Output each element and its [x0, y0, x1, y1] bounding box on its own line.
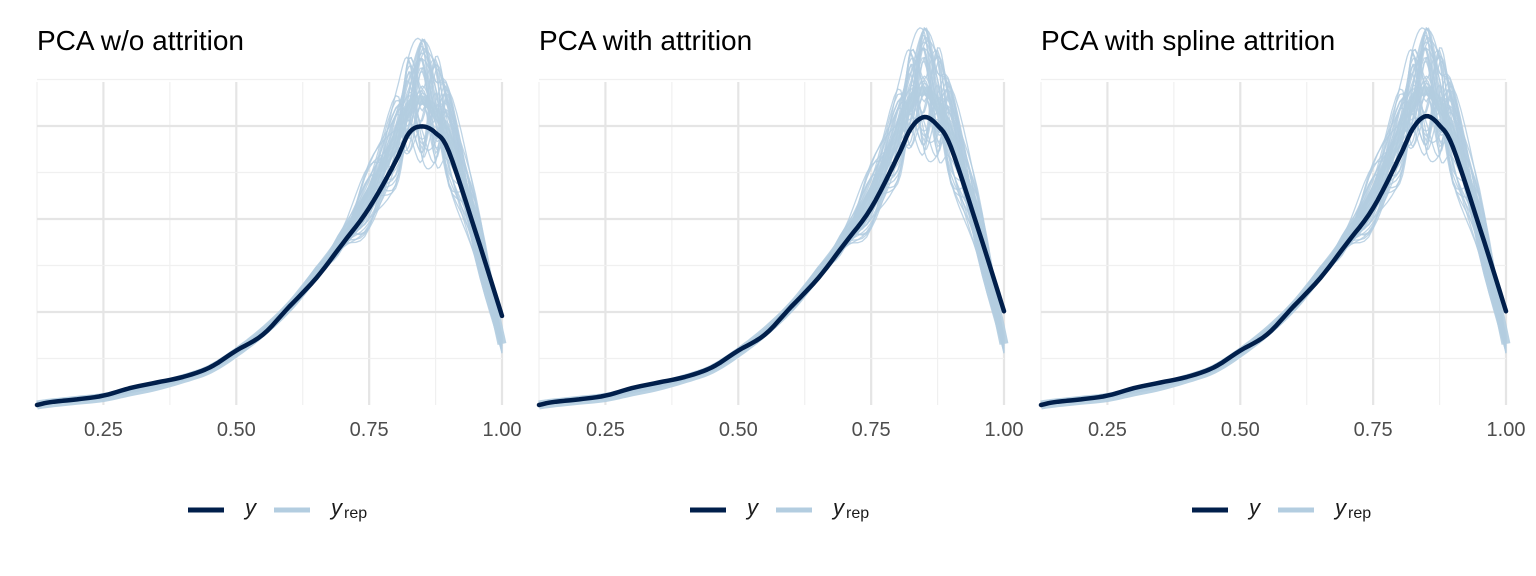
yrep-draw-line	[36, 98, 503, 406]
x-tick-label: 0.50	[217, 419, 256, 441]
series-yrep	[538, 26, 1009, 410]
series-y-line	[1038, 113, 1509, 408]
yrep-draw-line	[538, 26, 1005, 406]
x-tick-label: 0.25	[1088, 419, 1127, 441]
panel-3: PCA with spline attrition 0.25 0.50 0.75 1.0…	[1038, 25, 1526, 522]
legend: y y rep	[188, 495, 367, 522]
x-tick-label: 1.00	[1487, 419, 1526, 441]
legend-label-yrep: y	[1333, 495, 1348, 520]
x-tick-label: 0.75	[1354, 419, 1393, 441]
legend-label-yrep: y	[329, 495, 344, 520]
legend-label-yrep-subscript: rep	[344, 505, 367, 522]
x-tick-label: 0.25	[586, 419, 625, 441]
legend-label-y: y	[1247, 495, 1262, 520]
panel-title: PCA w/o attrition	[37, 25, 244, 56]
legend: y y rep	[1192, 495, 1371, 522]
panel-title: PCA with attrition	[539, 25, 752, 56]
yrep-draw-line	[1040, 89, 1507, 406]
yrep-draw-line	[1040, 26, 1507, 406]
x-tick-label: 0.75	[350, 419, 389, 441]
legend-label-yrep-subscript: rep	[846, 505, 869, 522]
series-yrep	[36, 37, 507, 410]
x-tick-label: 0.75	[852, 419, 891, 441]
yrep-draw-line	[36, 38, 503, 406]
series-y-line	[34, 124, 505, 408]
legend-label-y: y	[243, 495, 258, 520]
legend-label-yrep: y	[831, 495, 846, 520]
panel-title: PCA with spline attrition	[1041, 25, 1335, 56]
x-tick-label: 0.25	[84, 419, 123, 441]
x-tick-label: 0.50	[1221, 419, 1260, 441]
series-y-line	[536, 114, 1007, 408]
x-tick-label: 1.00	[985, 419, 1024, 441]
legend: y y rep	[690, 495, 869, 522]
x-tick-label: 0.50	[719, 419, 758, 441]
yrep-draw-line	[538, 89, 1005, 406]
legend-label-y: y	[745, 495, 760, 520]
legend-label-yrep-subscript: rep	[1348, 505, 1371, 522]
gridlines	[1040, 78, 1508, 405]
series-yrep	[1040, 26, 1511, 410]
x-tick-label: 1.00	[483, 419, 522, 441]
